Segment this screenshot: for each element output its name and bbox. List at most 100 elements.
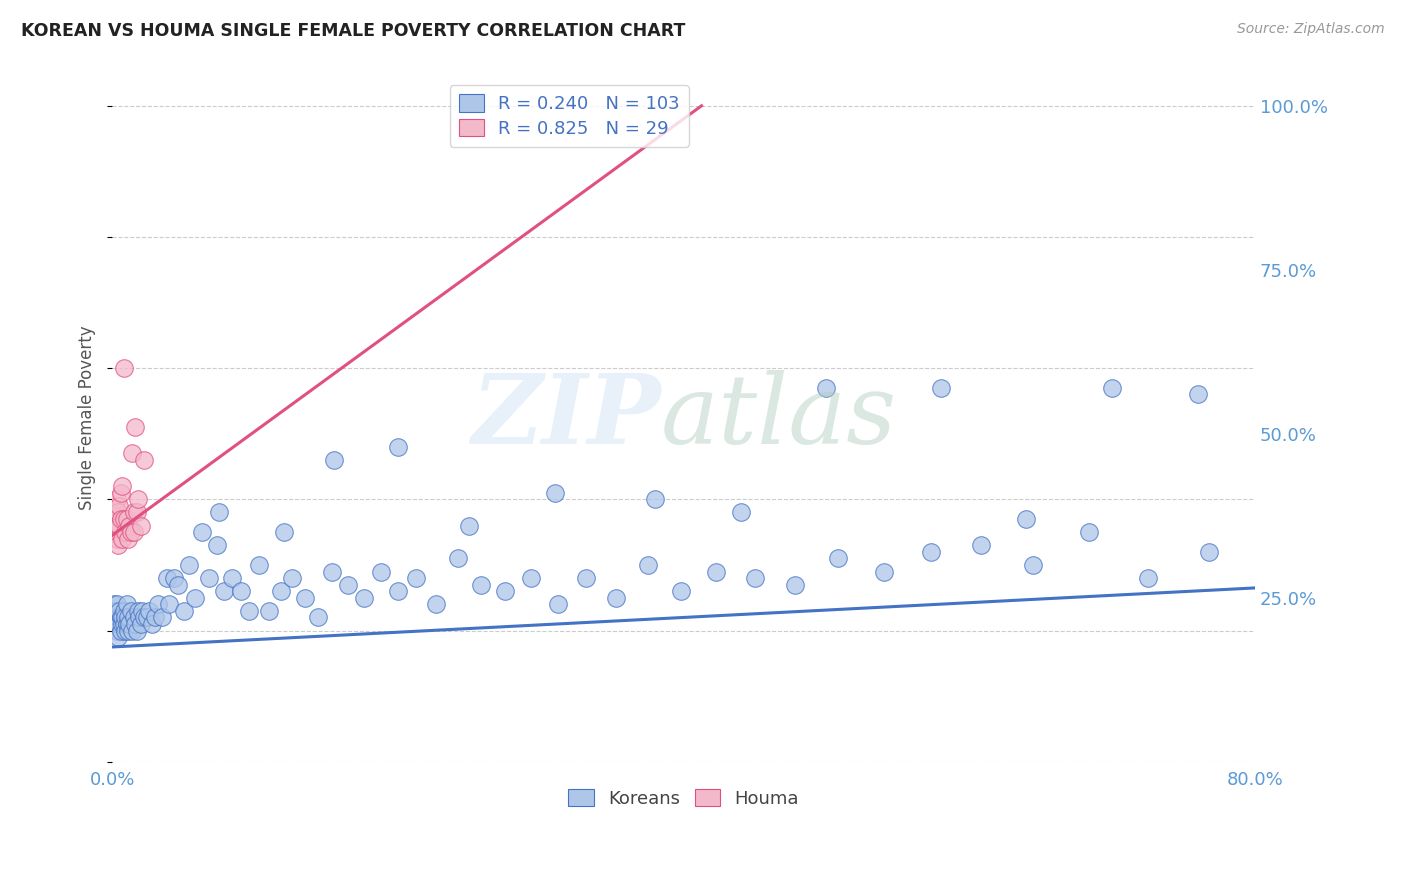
- Point: [115, 598, 138, 612]
- Point: [108, 604, 131, 618]
- Point: [124, 420, 146, 434]
- Point: [122, 506, 145, 520]
- Point: [212, 584, 235, 599]
- Point: [470, 577, 492, 591]
- Point: [730, 506, 752, 520]
- Point: [108, 617, 131, 632]
- Point: [146, 598, 169, 612]
- Point: [122, 610, 145, 624]
- Point: [221, 571, 243, 585]
- Point: [111, 532, 134, 546]
- Point: [815, 381, 838, 395]
- Point: [111, 610, 134, 624]
- Point: [112, 361, 135, 376]
- Point: [105, 598, 128, 612]
- Point: [321, 565, 343, 579]
- Point: [184, 591, 207, 605]
- Point: [744, 571, 766, 585]
- Point: [229, 584, 252, 599]
- Point: [281, 571, 304, 585]
- Point: [115, 617, 138, 632]
- Point: [125, 506, 148, 520]
- Point: [969, 538, 991, 552]
- Point: [547, 598, 569, 612]
- Point: [120, 604, 142, 618]
- Point: [575, 571, 598, 585]
- Point: [167, 577, 190, 591]
- Point: [353, 591, 375, 605]
- Point: [127, 604, 149, 618]
- Point: [544, 485, 567, 500]
- Point: [120, 525, 142, 540]
- Point: [929, 381, 952, 395]
- Point: [107, 630, 129, 644]
- Point: [179, 558, 201, 572]
- Point: [110, 610, 132, 624]
- Point: [111, 617, 134, 632]
- Point: [783, 577, 806, 591]
- Point: [208, 506, 231, 520]
- Text: Source: ZipAtlas.com: Source: ZipAtlas.com: [1237, 22, 1385, 37]
- Point: [110, 485, 132, 500]
- Point: [118, 617, 141, 632]
- Point: [117, 624, 139, 638]
- Point: [872, 565, 894, 579]
- Point: [1187, 387, 1209, 401]
- Point: [104, 518, 127, 533]
- Point: [247, 558, 270, 572]
- Point: [112, 617, 135, 632]
- Point: [238, 604, 260, 618]
- Point: [114, 610, 136, 624]
- Point: [103, 610, 125, 624]
- Point: [458, 518, 481, 533]
- Point: [121, 446, 143, 460]
- Point: [405, 571, 427, 585]
- Point: [108, 518, 131, 533]
- Point: [143, 610, 166, 624]
- Point: [141, 617, 163, 632]
- Point: [107, 506, 129, 520]
- Point: [336, 577, 359, 591]
- Point: [104, 499, 127, 513]
- Point: [637, 558, 659, 572]
- Point: [107, 538, 129, 552]
- Point: [104, 617, 127, 632]
- Text: ZIP: ZIP: [471, 370, 661, 465]
- Point: [387, 440, 409, 454]
- Point: [118, 518, 141, 533]
- Point: [121, 624, 143, 638]
- Point: [706, 565, 728, 579]
- Point: [129, 617, 152, 632]
- Point: [205, 538, 228, 552]
- Y-axis label: Single Female Poverty: Single Female Poverty: [79, 325, 96, 509]
- Point: [115, 512, 138, 526]
- Point: [129, 518, 152, 533]
- Point: [494, 584, 516, 599]
- Text: KOREAN VS HOUMA SINGLE FEMALE POVERTY CORRELATION CHART: KOREAN VS HOUMA SINGLE FEMALE POVERTY CO…: [21, 22, 686, 40]
- Point: [107, 610, 129, 624]
- Point: [322, 453, 344, 467]
- Point: [110, 512, 132, 526]
- Point: [114, 525, 136, 540]
- Text: atlas: atlas: [661, 370, 897, 465]
- Point: [125, 624, 148, 638]
- Point: [124, 617, 146, 632]
- Point: [1136, 571, 1159, 585]
- Point: [132, 610, 155, 624]
- Point: [827, 551, 849, 566]
- Point: [138, 604, 160, 618]
- Point: [110, 624, 132, 638]
- Point: [270, 584, 292, 599]
- Point: [307, 610, 329, 624]
- Point: [669, 584, 692, 599]
- Point: [104, 604, 127, 618]
- Legend: Koreans, Houma: Koreans, Houma: [561, 781, 806, 814]
- Point: [259, 604, 281, 618]
- Point: [127, 492, 149, 507]
- Point: [105, 492, 128, 507]
- Point: [198, 571, 221, 585]
- Point: [117, 532, 139, 546]
- Point: [108, 499, 131, 513]
- Point: [920, 545, 942, 559]
- Point: [103, 525, 125, 540]
